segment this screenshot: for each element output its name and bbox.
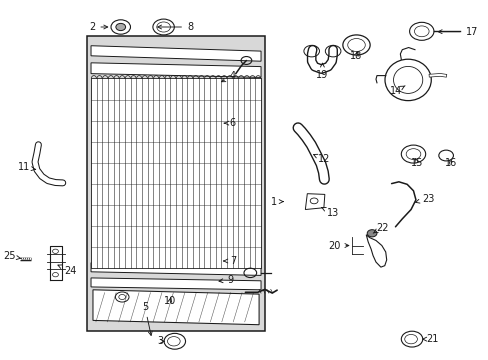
Text: 24: 24	[58, 265, 77, 276]
Text: 1: 1	[270, 197, 283, 207]
Text: 19: 19	[316, 63, 328, 80]
Text: 15: 15	[410, 158, 422, 168]
Polygon shape	[93, 290, 259, 325]
Text: 2: 2	[89, 22, 107, 32]
Text: 9: 9	[219, 275, 233, 285]
Text: 3: 3	[157, 336, 164, 346]
Text: 7: 7	[224, 256, 236, 266]
Polygon shape	[91, 278, 261, 290]
Bar	[91, 78, 261, 268]
Text: 14: 14	[389, 86, 404, 96]
Text: 10: 10	[163, 296, 176, 306]
Text: 23: 23	[415, 194, 433, 204]
Text: 4: 4	[221, 71, 236, 82]
Polygon shape	[91, 263, 261, 275]
Text: 22: 22	[372, 222, 387, 233]
Text: 17: 17	[437, 27, 477, 37]
Text: 20: 20	[327, 240, 348, 251]
Polygon shape	[366, 235, 386, 267]
Bar	[87, 36, 264, 331]
Text: 12: 12	[313, 154, 329, 164]
Polygon shape	[305, 194, 324, 210]
Text: 16: 16	[444, 158, 456, 168]
Text: 13: 13	[321, 207, 339, 218]
Text: 18: 18	[349, 51, 362, 61]
Text: 25: 25	[3, 251, 21, 261]
Circle shape	[366, 230, 376, 237]
Text: 8: 8	[157, 22, 193, 32]
Polygon shape	[91, 46, 261, 61]
Text: 21: 21	[422, 334, 438, 344]
Text: 6: 6	[224, 118, 236, 128]
Text: 5: 5	[142, 302, 152, 336]
Text: 11: 11	[18, 162, 36, 172]
Polygon shape	[91, 63, 261, 77]
Circle shape	[116, 23, 125, 31]
